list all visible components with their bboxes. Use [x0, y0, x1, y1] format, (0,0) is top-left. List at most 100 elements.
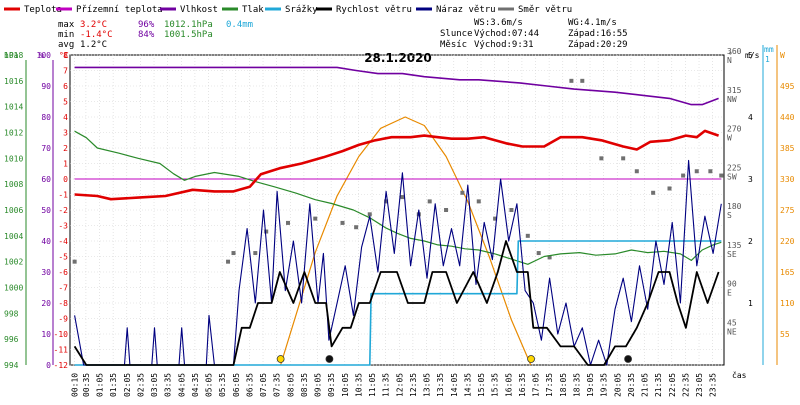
- tick-time-9: 04:35: [191, 373, 200, 397]
- tick-pct-1: 90: [41, 82, 51, 91]
- tick-w-8: 55: [780, 330, 790, 339]
- tick-temp-1: 7: [63, 67, 68, 76]
- tick-temp-12: -4: [58, 237, 68, 246]
- info-moon-label: Měsíc: [440, 40, 467, 50]
- axes: 1018101610141012101010081006100410021000…: [4, 45, 795, 397]
- series-line-teplota: [74, 129, 720, 201]
- wind-dir-point-11: [400, 195, 405, 200]
- tick-temp-18: -10: [54, 330, 69, 339]
- tick-w-3: 330: [780, 175, 795, 184]
- tick-time-47: 23:35: [709, 373, 718, 397]
- sunrise-marker: [276, 355, 285, 363]
- tick-temp-9: -1: [58, 191, 68, 200]
- tick-temp-2: 6: [63, 82, 68, 91]
- axis-unit-w: W: [780, 51, 785, 60]
- tick-temp-15: -7: [58, 284, 68, 293]
- stats-block: max 3.2°C 96% 1012.1hPa 0.4mm min -1.4°C…: [58, 20, 253, 50]
- tick-time-3: 01:35: [109, 373, 118, 397]
- tick-time-38: 19:05: [586, 373, 595, 397]
- tick-time-6: 03:05: [150, 373, 159, 397]
- wind-dir-point-17: [493, 216, 498, 221]
- tick-time-27: 13:35: [436, 373, 445, 397]
- wind-dir-point-21: [547, 255, 552, 260]
- stats-min-temp: -1.4°C: [80, 30, 113, 40]
- tick-temp-16: -8: [58, 299, 68, 308]
- wind-dir-point-24: [599, 156, 604, 161]
- tick-time-15: 07:35: [273, 373, 282, 397]
- tick-time-8: 04:05: [177, 373, 186, 397]
- tick-temp-0: 8: [63, 51, 68, 60]
- tick-time-10: 05:05: [205, 373, 214, 397]
- tick-time-18: 09:05: [314, 373, 323, 397]
- wind-dir-point-4: [264, 229, 269, 234]
- tick-hpa-7: 1004: [4, 232, 23, 241]
- series-line-naraz-vetru: [74, 159, 722, 366]
- tick-w-7: 110: [780, 299, 795, 308]
- tick-dir-name-0: N: [727, 56, 732, 65]
- tick-temp-5: 3: [63, 129, 68, 138]
- tick-w-5: 220: [780, 237, 795, 246]
- tick-time-19: 09:35: [327, 373, 336, 397]
- tick-time-22: 11:05: [368, 373, 377, 397]
- tick-w-2: 385: [780, 144, 795, 153]
- tick-time-17: 08:35: [300, 373, 309, 397]
- tick-time-16: 08:05: [286, 373, 295, 397]
- series-layer: [72, 66, 724, 366]
- wind-dir-point-1: [226, 259, 231, 264]
- moonrise-marker: [325, 355, 334, 363]
- tick-dir-name-4: S: [727, 211, 732, 220]
- wind-dir-point-5: [286, 220, 290, 225]
- series-line-slunecni-zareni: [280, 116, 532, 366]
- tick-temp-3: 5: [63, 98, 68, 107]
- tick-temp-4: 4: [63, 113, 68, 122]
- tick-time-25: 12:35: [409, 373, 418, 397]
- tick-time-28: 14:05: [450, 373, 459, 397]
- tick-time-43: 21:35: [654, 373, 663, 397]
- tick-hpa-10: 998: [4, 309, 19, 318]
- tick-temp-11: -3: [58, 222, 68, 231]
- tick-time-37: 18:35: [572, 373, 581, 397]
- info-ws: WS:3.6m/s: [474, 18, 523, 28]
- stats-min-hum: 84%: [138, 30, 155, 40]
- tick-ms-3: 2: [748, 237, 753, 246]
- stats-max-label: max: [58, 20, 75, 30]
- tick-w-4: 275: [780, 206, 795, 215]
- grid: [69, 54, 725, 366]
- tick-hpa-0: 1018: [4, 51, 23, 60]
- tick-dir-name-7: NE: [727, 327, 737, 336]
- tick-time-40: 20:05: [613, 373, 622, 397]
- tick-ms-4: 1: [748, 299, 753, 308]
- wind-dir-point-6: [313, 216, 318, 221]
- tick-hpa-11: 996: [4, 335, 19, 344]
- wind-dir-point-10: [384, 199, 389, 204]
- axis-unit-mm-top: 1: [765, 55, 770, 64]
- tick-pct-7: 30: [41, 268, 51, 277]
- tick-hpa-5: 1008: [4, 180, 23, 189]
- wind-dir-point-18: [509, 208, 514, 212]
- wind-dir-point-8: [354, 225, 359, 230]
- wind-dir-point-14: [444, 208, 449, 212]
- tick-dir-name-2: W: [727, 134, 732, 143]
- tick-temp-13: -5: [58, 253, 68, 262]
- tick-dir-deg-5: 135: [727, 241, 742, 250]
- tick-time-42: 21:05: [641, 373, 650, 397]
- tick-time-0: 00:10: [71, 373, 80, 397]
- tick-time-21: 10:35: [354, 373, 363, 397]
- legend-label-3: Tlak: [242, 5, 264, 15]
- stats-avg-label: avg: [58, 40, 74, 50]
- tick-temp-14: -6: [58, 268, 68, 277]
- wind-dir-point-0: [72, 259, 77, 264]
- tick-time-20: 10:05: [341, 373, 350, 397]
- tick-ms-2: 3: [748, 175, 753, 184]
- tick-pct-6: 40: [41, 237, 51, 246]
- legend-label-1: Přízemní teplota: [76, 5, 163, 15]
- wind-dir-point-3: [253, 251, 258, 256]
- info-moonset: Západ:20:29: [568, 40, 628, 50]
- tick-time-32: 16:05: [504, 373, 513, 397]
- tick-time-23: 11:35: [382, 373, 391, 397]
- wind-dir-point-27: [651, 190, 656, 195]
- tick-pct-5: 50: [41, 206, 51, 215]
- wind-dir-point-16: [476, 199, 481, 204]
- tick-pct-10: 0: [46, 361, 51, 370]
